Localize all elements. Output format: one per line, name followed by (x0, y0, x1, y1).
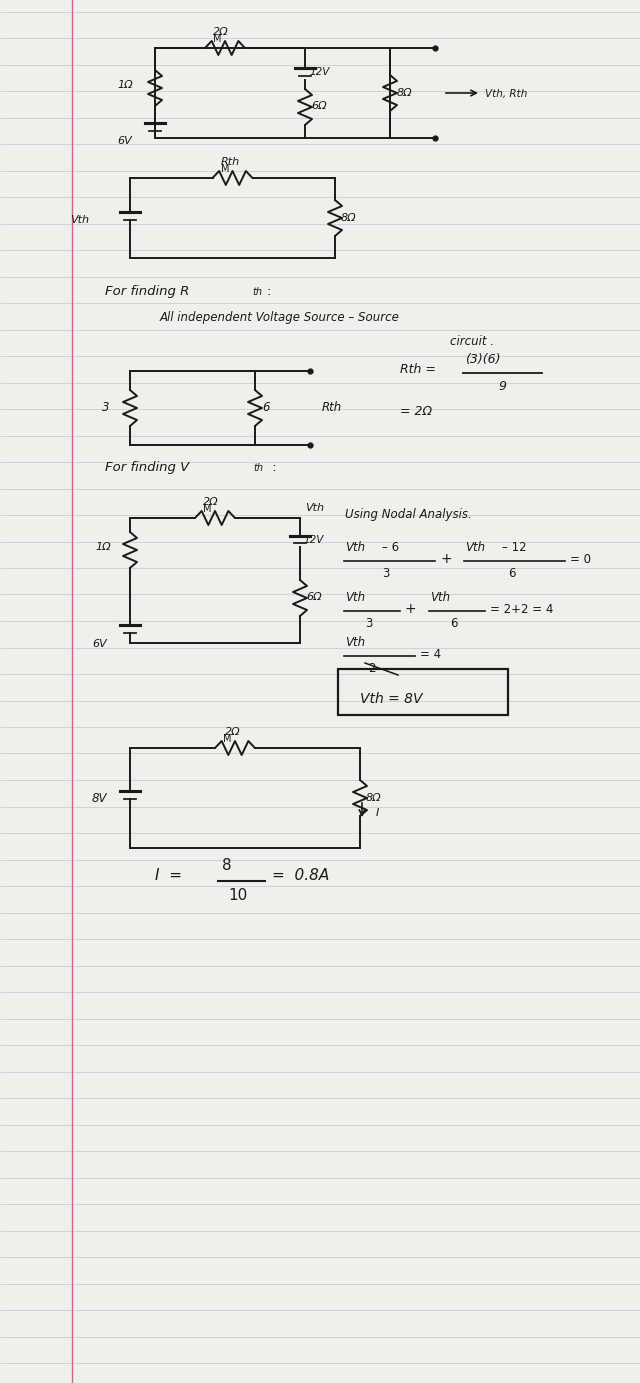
Text: 8: 8 (222, 857, 232, 873)
Text: M: M (213, 35, 221, 44)
Text: Rth: Rth (322, 401, 342, 414)
Text: All independent Voltage Source – Source: All independent Voltage Source – Source (160, 311, 400, 324)
Text: 8V: 8V (92, 792, 108, 805)
Text: I  =: I = (155, 869, 182, 882)
Text: I: I (376, 808, 380, 817)
Text: M: M (221, 165, 229, 174)
Text: :: : (267, 285, 271, 297)
Text: Rth: Rth (221, 158, 239, 167)
Text: 3: 3 (102, 401, 109, 414)
Text: = 4: = 4 (420, 649, 441, 661)
Text: – 12: – 12 (502, 541, 527, 555)
Text: = 2+2 = 4: = 2+2 = 4 (490, 603, 554, 615)
Text: 1Ω: 1Ω (95, 542, 111, 552)
Text: Vth: Vth (345, 636, 365, 649)
Text: 2Ω: 2Ω (203, 496, 219, 508)
Text: :: : (268, 461, 276, 474)
Text: Vth: Vth (70, 214, 89, 225)
Text: 2Ω: 2Ω (213, 28, 228, 37)
Text: 6: 6 (450, 617, 458, 631)
Text: = 2Ω: = 2Ω (400, 405, 432, 418)
Text: 2: 2 (368, 662, 376, 675)
Text: 10: 10 (228, 888, 247, 903)
Text: 3: 3 (382, 567, 389, 579)
Text: Vth: Vth (465, 541, 485, 555)
Text: +: + (405, 602, 417, 615)
Text: For finding R: For finding R (105, 285, 189, 297)
Text: Vth: Vth (345, 591, 365, 604)
Text: 8Ω: 8Ω (397, 89, 413, 98)
Text: Using Nodal Analysis.: Using Nodal Analysis. (345, 508, 472, 521)
Text: M: M (203, 503, 211, 514)
Text: th: th (252, 288, 262, 297)
Text: 12V: 12V (310, 66, 330, 77)
Text: 6V: 6V (117, 136, 132, 147)
Text: 6: 6 (508, 567, 515, 579)
Text: 8Ω: 8Ω (366, 792, 381, 804)
Text: 6V: 6V (92, 639, 107, 649)
Text: 6Ω: 6Ω (306, 592, 322, 602)
Text: 8Ω: 8Ω (341, 213, 356, 223)
Text: (3)(6): (3)(6) (465, 353, 500, 366)
Text: +: + (440, 552, 452, 566)
Text: Vth, Rth: Vth, Rth (485, 89, 527, 100)
Text: 3: 3 (365, 617, 372, 631)
Text: Rth =: Rth = (400, 362, 436, 376)
Text: th: th (253, 463, 263, 473)
Text: For finding V: For finding V (105, 461, 189, 474)
Text: 6Ω: 6Ω (311, 101, 326, 111)
Text: 9: 9 (498, 380, 506, 393)
Text: Vth: Vth (345, 541, 365, 555)
Text: Vth = 8V: Vth = 8V (360, 692, 422, 705)
Text: circuit .: circuit . (450, 335, 494, 349)
Text: Vth: Vth (305, 503, 324, 513)
Text: = 0: = 0 (570, 553, 591, 566)
Text: 2Ω: 2Ω (225, 727, 241, 737)
Text: 6: 6 (262, 401, 269, 414)
Text: 1Ω: 1Ω (117, 80, 132, 90)
Text: Vth: Vth (430, 591, 450, 604)
Text: M: M (223, 734, 232, 744)
Text: – 6: – 6 (382, 541, 399, 555)
Text: 12V: 12V (304, 535, 324, 545)
Text: =  0.8A: = 0.8A (272, 869, 329, 882)
